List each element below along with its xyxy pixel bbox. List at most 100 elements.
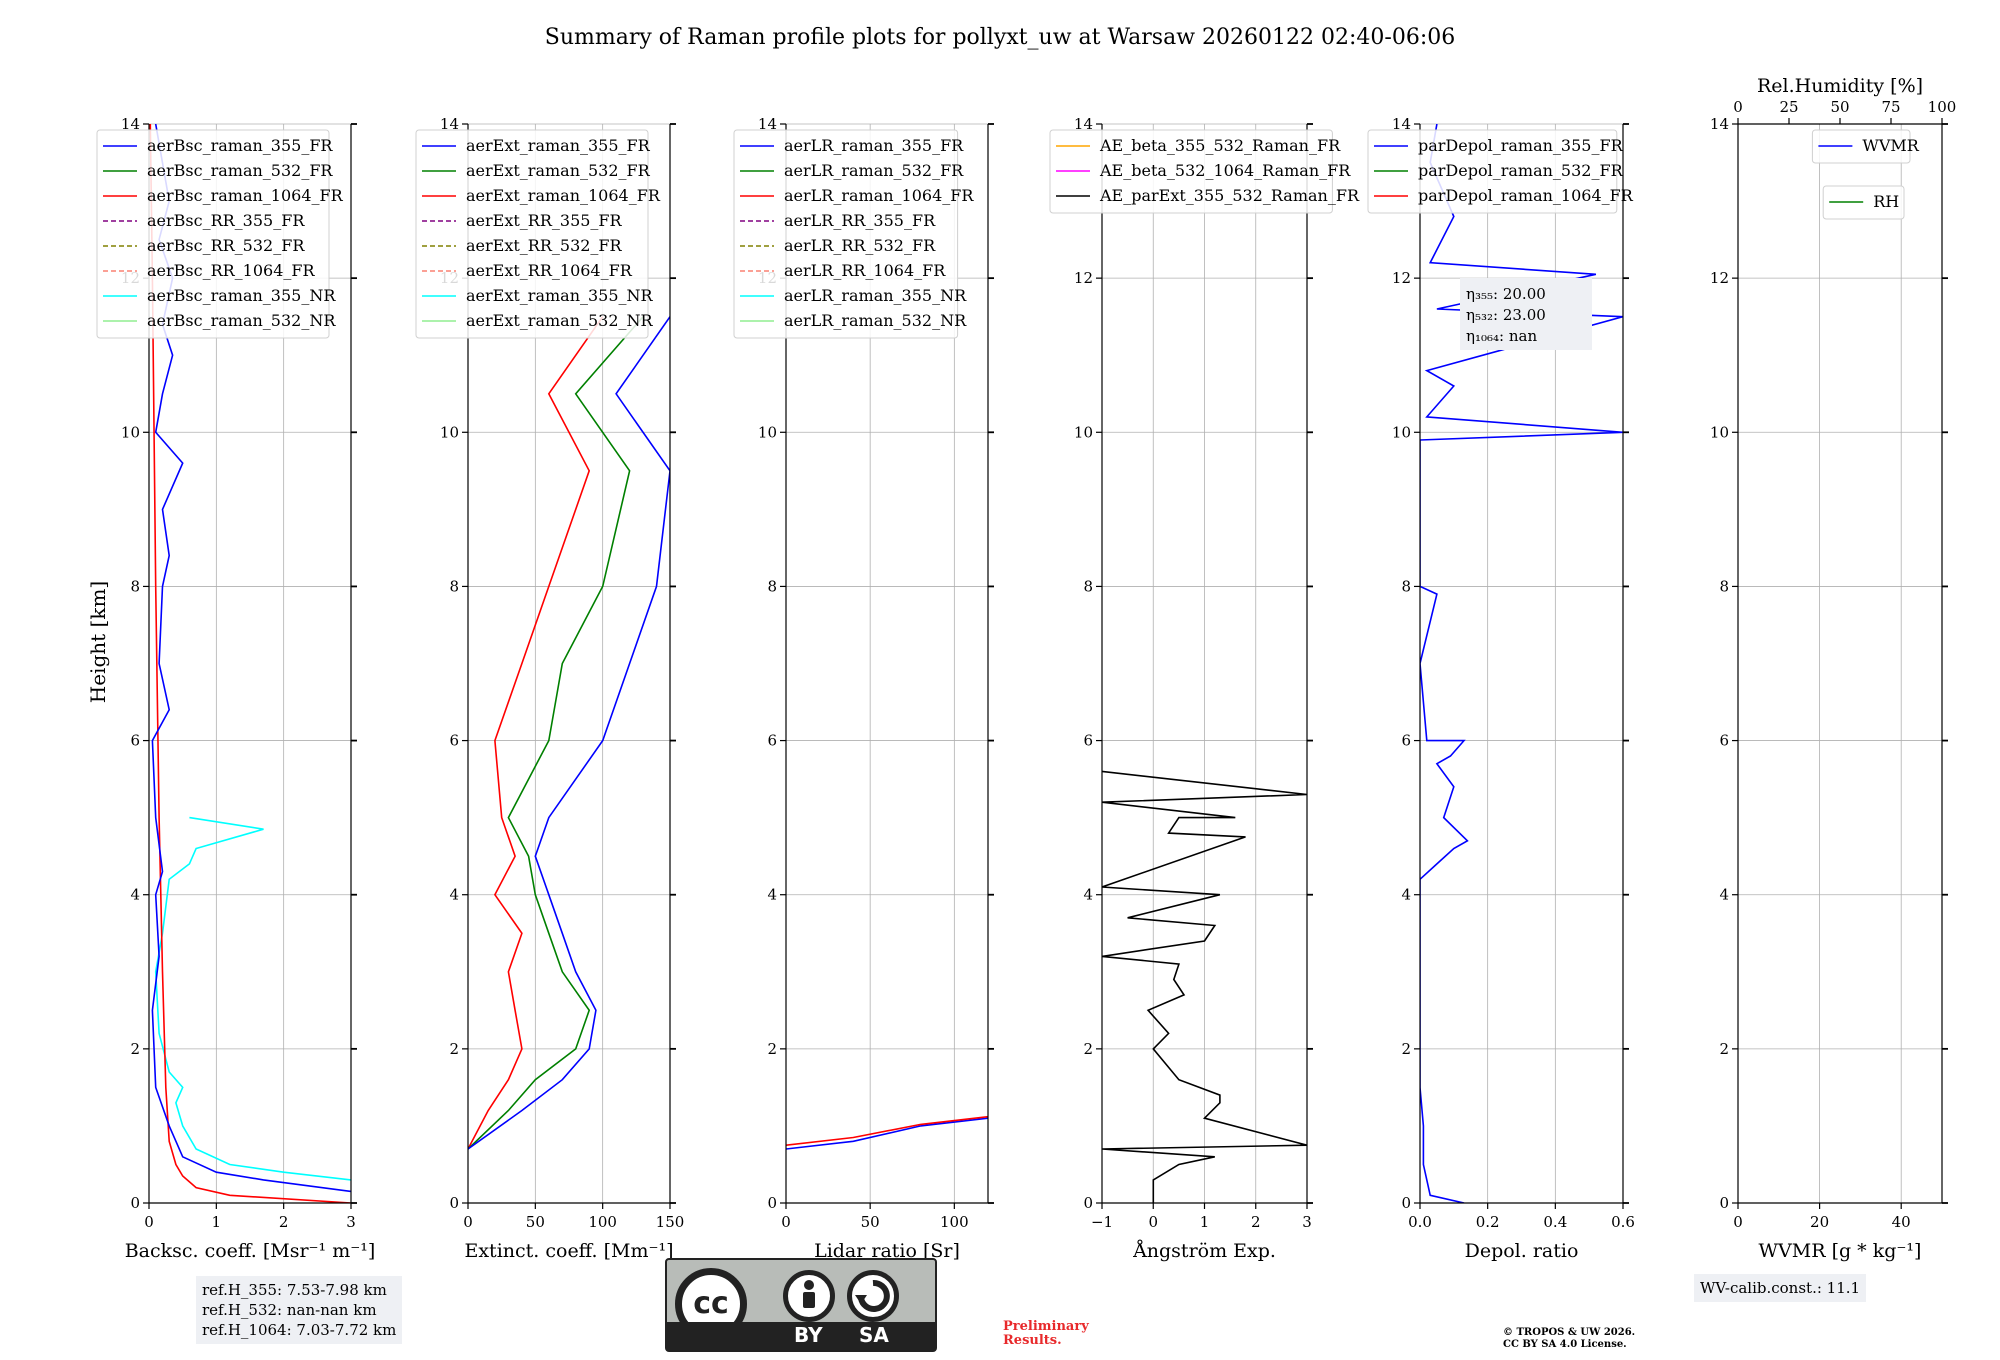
x-axis-label: WVMR [g * kg⁻¹] bbox=[1759, 1240, 1922, 1262]
series-line-aerBsc_raman_355_NR bbox=[154, 816, 351, 1181]
series-line-aerLR_raman_1064_FR bbox=[786, 1115, 988, 1146]
legend-entry: aerExt_raman_355_NR bbox=[466, 286, 654, 305]
y-tick-label: 14 bbox=[1710, 115, 1729, 133]
legend-entry: aerExt_RR_532_FR bbox=[466, 236, 623, 255]
y-tick-label: 14 bbox=[121, 115, 140, 133]
legend-entry: parDepol_raman_532_FR bbox=[1418, 161, 1624, 180]
x-tick-label: 2 bbox=[279, 1213, 289, 1231]
x-tick-label: 0.0 bbox=[1408, 1213, 1432, 1231]
legend-frame bbox=[1811, 129, 1911, 164]
legend-frame bbox=[96, 129, 330, 339]
y-tick-label: 14 bbox=[1074, 115, 1093, 133]
x-tick-label: 50 bbox=[861, 1213, 880, 1231]
legend-entry: aerBsc_RR_1064_FR bbox=[147, 261, 316, 280]
copyright-line-2: CC BY SA 4.0 License. bbox=[1503, 1339, 1627, 1350]
y-tick-label: 2 bbox=[449, 1040, 459, 1058]
series-group bbox=[1102, 770, 1307, 1203]
y-tick-label: 10 bbox=[1392, 423, 1411, 441]
legend-entry: aerExt_raman_355_FR bbox=[466, 136, 651, 155]
series-line-aerExt_raman_1064_FR bbox=[468, 316, 604, 1150]
y-tick-label: 6 bbox=[1401, 732, 1411, 750]
legend-entry: aerBsc_raman_532_FR bbox=[147, 161, 333, 180]
cc-badge-footer bbox=[667, 1322, 935, 1350]
x-tick-label: 50 bbox=[526, 1213, 545, 1231]
x-tick-label: 40 bbox=[1892, 1213, 1911, 1231]
panel-lidar_ratio: 02468101214050100Lidar ratio [Sr]aerLR_r… bbox=[733, 115, 994, 1262]
y-axis-label: Height [km] bbox=[86, 581, 110, 703]
preliminary-results-note: Preliminary Results. bbox=[1003, 1320, 1089, 1348]
x-axis-label: Backsc. coeff. [Msr⁻¹ m⁻¹] bbox=[125, 1240, 376, 1262]
legend-entry: aerExt_raman_532_NR bbox=[466, 311, 654, 330]
y-tick-label: 2 bbox=[1401, 1040, 1411, 1058]
panel-backscatter: 024681012140123Backsc. coeff. [Msr⁻¹ m⁻¹… bbox=[96, 115, 376, 1262]
cc-by-label: BY bbox=[794, 1323, 823, 1347]
panel-depolarization: 0 2 4 6 8 10 12 14 0.0 0.2 0.4 0.6 Depol. ratio parDe… bbox=[1367, 115, 1635, 1262]
copyright-line-1: © TROPOS & UW 2026. bbox=[1503, 1327, 1636, 1338]
x2-tick-label: 75 bbox=[1881, 98, 1900, 116]
legend-entry: aerBsc_raman_532_NR bbox=[147, 311, 336, 330]
legend-frame bbox=[1822, 185, 1905, 220]
y-tick-label: 6 bbox=[130, 732, 140, 750]
y-tick-label: 6 bbox=[1083, 732, 1093, 750]
legend-entry: WVMR bbox=[1862, 136, 1919, 155]
y-tick-label: 0 bbox=[1719, 1194, 1729, 1212]
legend-entry: aerExt_raman_1064_FR bbox=[466, 186, 661, 205]
y-tick-label: 2 bbox=[1719, 1040, 1729, 1058]
y-tick-label: 0 bbox=[1083, 1194, 1093, 1212]
y-tick-label: 6 bbox=[1719, 732, 1729, 750]
panel-extinction: 02468101214050100150Extinct. coeff. [Mm⁻… bbox=[415, 115, 685, 1262]
legend-entry: AE_beta_355_532_Raman_FR bbox=[1099, 136, 1341, 155]
series-group bbox=[786, 1115, 988, 1150]
x-tick-label: 20 bbox=[1810, 1213, 1829, 1231]
legend-entry: aerLR_raman_355_FR bbox=[784, 136, 964, 155]
x-axis-label: Depol. ratio bbox=[1465, 1240, 1579, 1262]
legend-entry: aerLR_raman_1064_FR bbox=[784, 186, 974, 205]
series-line-aerBsc_raman_1064_FR bbox=[149, 124, 351, 1203]
y-tick-label: 8 bbox=[130, 577, 140, 595]
series-line-aerExt_raman_355_FR bbox=[468, 316, 670, 1150]
x-tick-label: 100 bbox=[940, 1213, 969, 1231]
series-line-aerExt_raman_532_FR bbox=[468, 316, 644, 1150]
y-tick-label: 14 bbox=[440, 115, 459, 133]
y-tick-label: 0 bbox=[449, 1194, 459, 1212]
x-axis-label: Ångström Exp. bbox=[1132, 1240, 1276, 1262]
x2-tick-label: 25 bbox=[1779, 98, 1798, 116]
y-tick-label: 14 bbox=[758, 115, 777, 133]
y-tick-label: 8 bbox=[1719, 577, 1729, 595]
series-line-AE_parExt_355_532_Raman_FR bbox=[1102, 770, 1307, 1203]
y-tick-label: 2 bbox=[130, 1040, 140, 1058]
legend-secondary: RH bbox=[1822, 185, 1905, 220]
x-tick-label: 2 bbox=[1251, 1213, 1261, 1231]
annotation-line: η₃₅₅: 20.00 bbox=[1466, 285, 1546, 303]
legend: AE_beta_355_532_Raman_FR AE_beta_532_1064… bbox=[1049, 129, 1360, 214]
y-tick-label: 10 bbox=[1710, 423, 1729, 441]
y-tick-label: 10 bbox=[440, 423, 459, 441]
legend-entry: aerLR_raman_355_NR bbox=[784, 286, 967, 305]
annotation-line: η₅₃₂: 23.00 bbox=[1466, 306, 1546, 324]
ref-height-532: ref.H_532: nan-nan km bbox=[202, 1301, 377, 1319]
y-tick-label: 4 bbox=[1401, 886, 1411, 904]
x-tick-label: −1 bbox=[1091, 1213, 1113, 1231]
legend-entry: aerBsc_RR_355_FR bbox=[147, 211, 305, 230]
cc-sa-label: SA bbox=[859, 1323, 889, 1347]
x-tick-label: 0 bbox=[1148, 1213, 1158, 1231]
y-tick-label: 2 bbox=[767, 1040, 777, 1058]
y-tick-label: 10 bbox=[1074, 423, 1093, 441]
y-tick-label: 8 bbox=[1401, 577, 1411, 595]
x-tick-label: 0 bbox=[1733, 1213, 1743, 1231]
preliminary-line-1: Preliminary bbox=[1003, 1319, 1089, 1334]
calibration-annotation: η₃₅₅: 20.00 η₅₃₂: 23.00 η₁₀₆₄: nan bbox=[1460, 278, 1592, 350]
x-tick-label: 3 bbox=[346, 1213, 356, 1231]
y-tick-label: 12 bbox=[1074, 269, 1093, 287]
legend: WVMR bbox=[1811, 129, 1920, 164]
y-tick-label: 4 bbox=[449, 886, 459, 904]
y-tick-label: 8 bbox=[449, 577, 459, 595]
legend: aerBsc_raman_355_FR aerBsc_raman_532_FRae… bbox=[96, 129, 344, 339]
x2-tick-label: 0 bbox=[1733, 98, 1743, 116]
y-tick-label: 6 bbox=[449, 732, 459, 750]
y-tick-label: 4 bbox=[767, 886, 777, 904]
x-tick-label: 150 bbox=[656, 1213, 685, 1231]
annotation-box bbox=[1460, 278, 1592, 350]
x-axis-label: Extinct. coeff. [Mm⁻¹] bbox=[464, 1240, 673, 1262]
